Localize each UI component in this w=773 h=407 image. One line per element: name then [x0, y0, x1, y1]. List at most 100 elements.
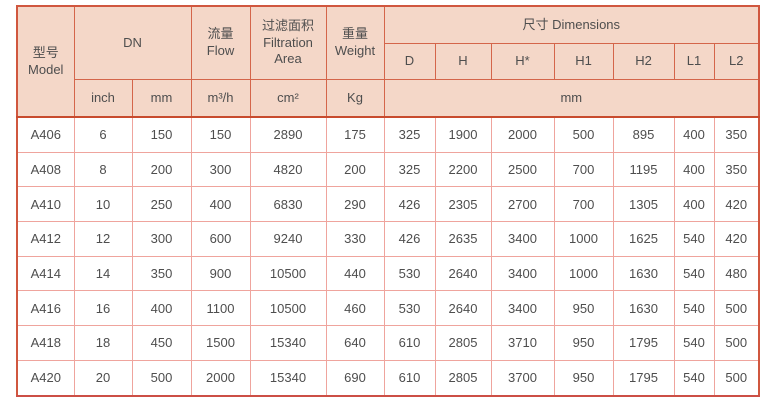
value-cell: 10500: [249, 255, 327, 292]
table-body: A406 6 150 150 2890 175 325 1900 2000 500 895 400 35…: [16, 116, 761, 397]
value-cell: 1000: [553, 255, 614, 292]
value-cell: 16: [73, 290, 133, 327]
value-cell: 440: [325, 255, 385, 292]
table-row: A414 14 350 900 10500 440 530 2640 3400 1000 1630 5…: [16, 255, 761, 292]
filter-spec-table: 型号 Model DN 流量 Flow 过滤面积 Filtration Area…: [16, 5, 761, 397]
value-cell: 500: [713, 359, 761, 397]
value-cell: 15340: [249, 325, 327, 361]
value-cell: 500: [713, 290, 761, 327]
value-cell: 500: [713, 325, 761, 361]
value-cell: 6830: [249, 186, 327, 223]
value-cell: 3400: [490, 221, 555, 257]
value-cell: 460: [325, 290, 385, 327]
value-cell: 330: [325, 221, 385, 257]
header-model: 型号 Model: [16, 5, 75, 118]
value-cell: 610: [383, 359, 436, 397]
value-cell: 700: [553, 186, 614, 223]
value-cell: 2890: [249, 116, 327, 153]
value-cell: 895: [612, 116, 675, 153]
header-flow-zh: 流量: [207, 26, 234, 42]
value-cell: 950: [553, 325, 614, 361]
value-cell: 540: [673, 359, 715, 397]
value-cell: 350: [713, 151, 761, 188]
value-cell: 2640: [434, 290, 492, 327]
header-dim-d: D: [383, 43, 436, 80]
value-cell: 1000: [553, 221, 614, 257]
value-cell: 3400: [490, 255, 555, 292]
unit-dims: mm: [383, 79, 760, 118]
value-cell: 2805: [434, 325, 492, 361]
value-cell: 1900: [434, 116, 492, 153]
header-dim-l1: L1: [673, 43, 715, 80]
value-cell: 3700: [490, 359, 555, 397]
value-cell: 950: [553, 359, 614, 397]
value-cell: 6: [73, 116, 133, 153]
value-cell: 2000: [490, 116, 555, 153]
header-dim-h1: H1: [553, 43, 614, 80]
model-cell: A412: [16, 221, 75, 257]
table-row: A408 8 200 300 4820 200 325 2200 2500 700 1195 400 3…: [16, 151, 761, 188]
value-cell: 950: [553, 290, 614, 327]
value-cell: 14: [73, 255, 133, 292]
value-cell: 700: [553, 151, 614, 188]
value-cell: 250: [131, 186, 192, 223]
header-filtration-en1: Filtration: [263, 34, 313, 50]
value-cell: 1630: [612, 290, 675, 327]
unit-area: cm²: [249, 79, 327, 118]
value-cell: 900: [190, 255, 251, 292]
value-cell: 1795: [612, 325, 675, 361]
header-dimensions: 尺寸 Dimensions: [383, 5, 760, 44]
value-cell: 420: [713, 186, 761, 223]
value-cell: 200: [325, 151, 385, 188]
table-row: A416 16 400 1100 10500 460 530 2640 3400 950 1630 5…: [16, 290, 761, 327]
value-cell: 1305: [612, 186, 675, 223]
value-cell: 1795: [612, 359, 675, 397]
value-cell: 500: [131, 359, 192, 397]
value-cell: 4820: [249, 151, 327, 188]
spec-table-container: 型号 Model DN 流量 Flow 过滤面积 Filtration Area…: [16, 5, 761, 397]
model-cell: A420: [16, 359, 75, 397]
value-cell: 20: [73, 359, 133, 397]
value-cell: 300: [131, 221, 192, 257]
value-cell: 420: [713, 221, 761, 257]
header-weight-zh: 重量: [341, 26, 368, 42]
value-cell: 540: [673, 221, 715, 257]
value-cell: 690: [325, 359, 385, 397]
value-cell: 2200: [434, 151, 492, 188]
value-cell: 2500: [490, 151, 555, 188]
table-row: A418 18 450 1500 15340 640 610 2805 3710 950 1795 5…: [16, 325, 761, 361]
header-filtration-area: 过滤面积 Filtration Area: [249, 5, 327, 80]
header-weight-en: Weight: [334, 43, 376, 58]
value-cell: 9240: [249, 221, 327, 257]
value-cell: 325: [383, 116, 436, 153]
header-weight: 重量 Weight: [325, 5, 385, 80]
header-flow-en: Flow: [206, 43, 235, 58]
header-dim-l2: L2: [713, 43, 760, 80]
value-cell: 10: [73, 186, 133, 223]
value-cell: 2000: [190, 359, 251, 397]
value-cell: 400: [673, 151, 715, 188]
value-cell: 150: [131, 116, 192, 153]
header-dim-h2: H2: [612, 43, 675, 80]
header-row-units: inch mm m³/h cm² Kg mm: [17, 79, 760, 118]
model-cell: A416: [16, 290, 75, 327]
header-row-1: 型号 Model DN 流量 Flow 过滤面积 Filtration Area…: [16, 5, 760, 118]
value-cell: 400: [673, 116, 715, 153]
value-cell: 15340: [249, 359, 327, 397]
value-cell: 540: [673, 290, 715, 327]
value-cell: 8: [73, 151, 133, 188]
value-cell: 1195: [612, 151, 675, 188]
value-cell: 530: [383, 290, 436, 327]
table-row: A420 20 500 2000 15340 690 610 2805 3700 950 1795 5…: [16, 359, 761, 397]
value-cell: 10500: [249, 290, 327, 327]
value-cell: 1500: [190, 325, 251, 361]
value-cell: 540: [673, 255, 715, 292]
unit-weight: Kg: [325, 79, 385, 118]
header-model-en: Model: [28, 61, 64, 77]
value-cell: 640: [325, 325, 385, 361]
value-cell: 1625: [612, 221, 675, 257]
header-row-2: D H H* H1 H2 L1 L2: [17, 43, 760, 80]
model-cell: A406: [16, 116, 75, 153]
header-dn: DN: [73, 5, 192, 80]
model-cell: A410: [16, 186, 75, 223]
